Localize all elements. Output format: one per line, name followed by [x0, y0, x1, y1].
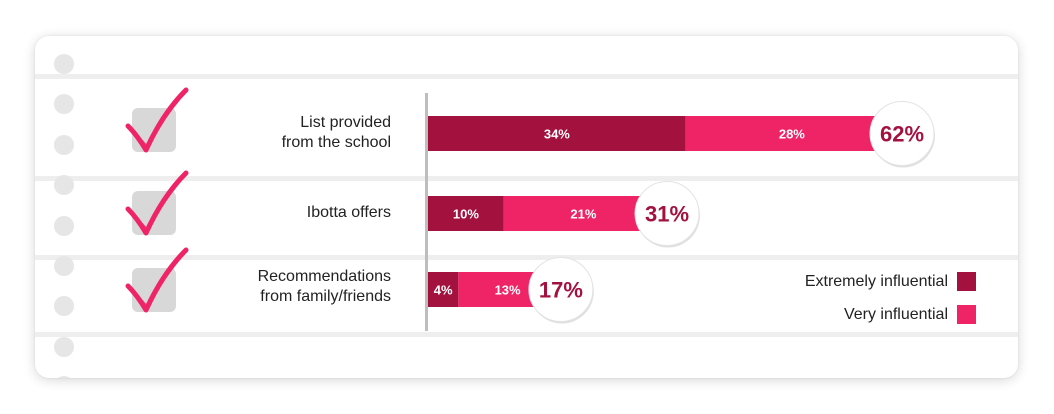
checkbox-icon: [125, 170, 189, 236]
legend-label: Extremely influential: [804, 272, 948, 290]
bar-value-label: 4%: [434, 283, 453, 298]
binder-hole-icon: [54, 54, 74, 74]
row-label-line: List provided: [300, 114, 391, 131]
binder-hole-icon: [54, 256, 74, 276]
checkmark-icon: [125, 170, 189, 236]
row-label-line: Ibotta offers: [306, 204, 391, 221]
binder-hole-icon: [54, 175, 74, 195]
row-label-line: from family/friends: [260, 288, 391, 305]
legend-swatch-icon: [957, 305, 976, 324]
checkmark-icon: [125, 87, 189, 153]
ruled-line: [35, 74, 1018, 79]
bar-value-label: 13%: [495, 283, 521, 298]
legend-item-extremely: Extremely influential: [805, 272, 976, 291]
row-label-ibotta-offers: Ibotta offers: [91, 203, 391, 223]
bar-segment-very: [685, 116, 898, 151]
bar-chart: 34% 28% 62% 10% 21% 31% 4% 13% 17%: [428, 101, 935, 324]
row-label-school-list: List provided from the school: [91, 113, 391, 153]
binder-hole-icon: [54, 337, 74, 357]
binder-hole-icon: [54, 135, 74, 155]
checkmark-icon: [125, 247, 189, 313]
total-badge: [869, 101, 935, 166]
binder-hole-icon: [54, 376, 74, 378]
ruled-line: [35, 332, 1018, 337]
bar-value-label: 10%: [453, 207, 479, 222]
binder-hole-icon: [54, 94, 74, 114]
row-label-line: from the school: [281, 134, 391, 151]
row-label-line: Recommendations: [257, 268, 391, 285]
chart-card: List provided from the school Ibotta off…: [35, 36, 1018, 378]
binder-hole-icon: [54, 296, 74, 316]
checkbox-icon: [125, 247, 189, 313]
row-label-recommendations: Recommendations from family/friends: [91, 267, 391, 307]
binder-hole-icon: [54, 216, 74, 236]
total-value-label: 62%: [880, 122, 924, 147]
ruled-line: [35, 176, 1018, 181]
total-value-label: 17%: [539, 278, 583, 303]
bar-value-label: 28%: [779, 127, 805, 142]
bar-segment-extremely: [428, 272, 459, 307]
legend-item-very: Very influential: [844, 305, 976, 324]
checkbox-icon: [125, 87, 189, 153]
total-badge: [528, 257, 594, 322]
legend-label: Very influential: [843, 305, 948, 323]
bar-value-label: 21%: [570, 207, 596, 222]
ruled-line: [35, 255, 1018, 260]
bar-segment-extremely: [428, 196, 504, 231]
total-badge: [634, 181, 700, 246]
total-value-label: 31%: [645, 202, 689, 227]
axis-line: [425, 93, 428, 331]
bar-value-label: 34%: [544, 127, 570, 142]
legend-swatch-icon: [957, 272, 976, 291]
bar-segment-extremely: [428, 116, 686, 151]
